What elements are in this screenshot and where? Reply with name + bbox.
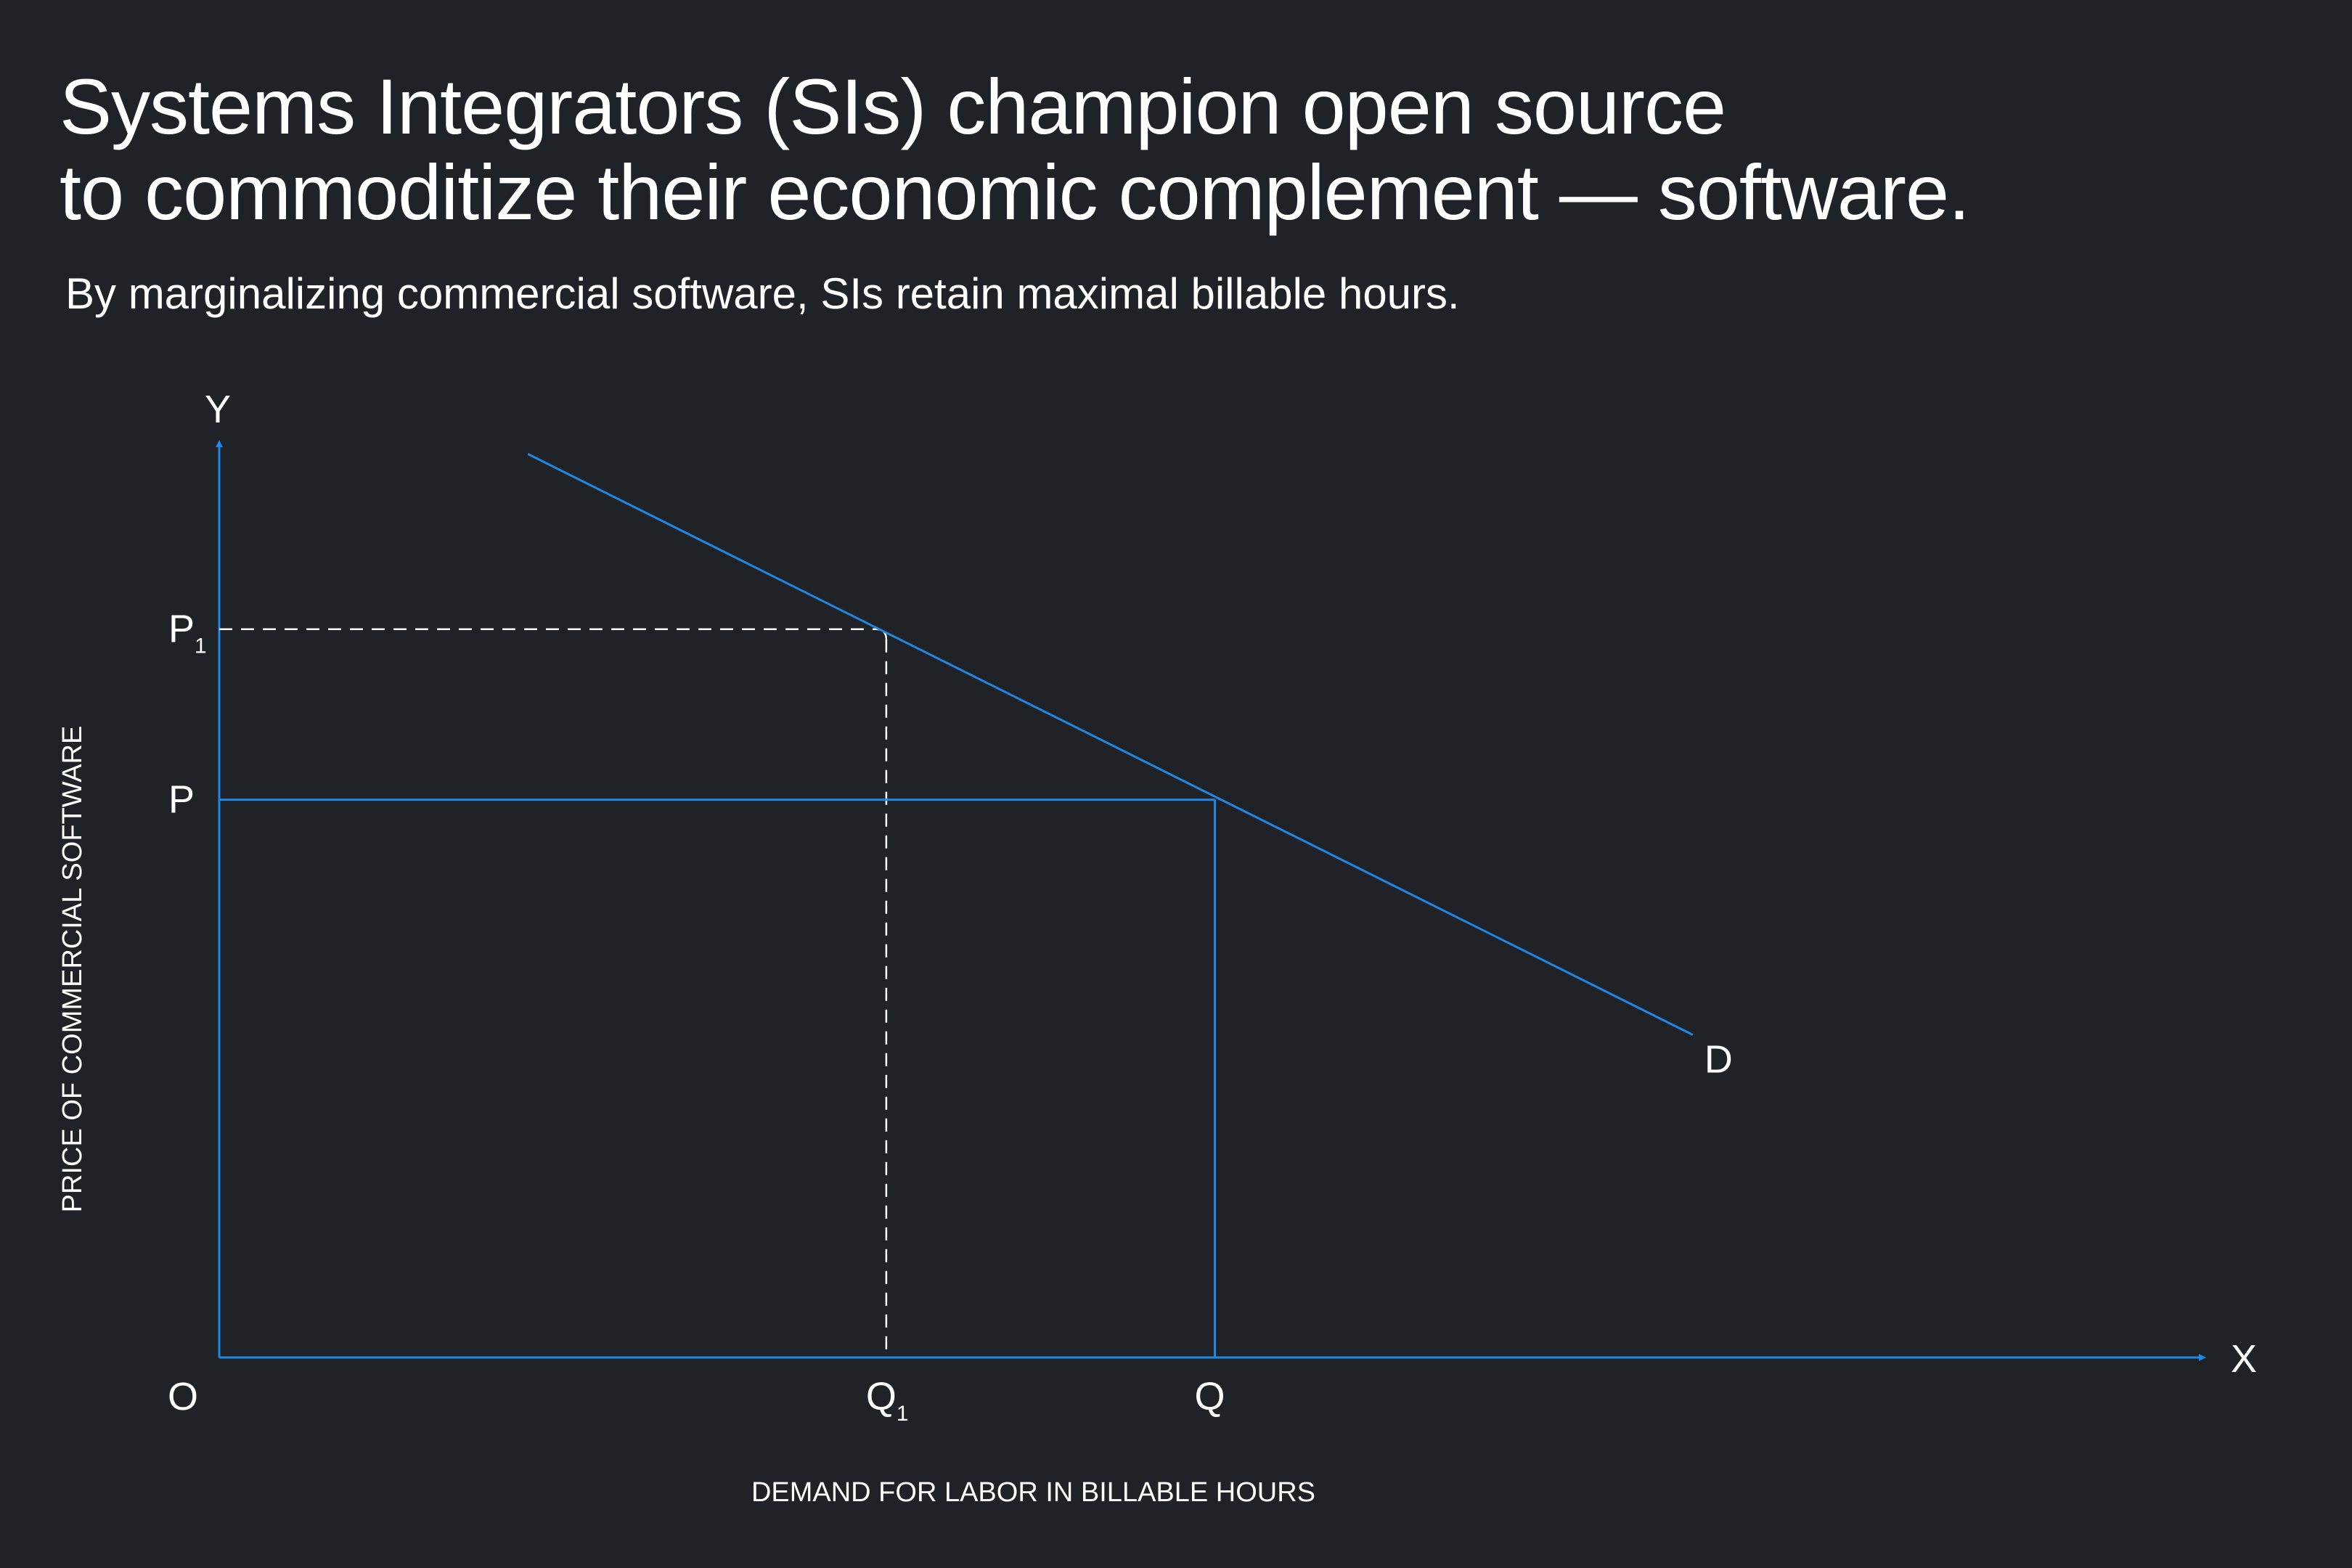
axes	[216, 440, 2206, 1361]
series	[527, 453, 1694, 1036]
title-line-1: Systems Integrators (SIs) champion open …	[60, 62, 1726, 150]
x-tick-label-2: Q	[1195, 1375, 1225, 1418]
x-tick-label-1: Q1	[866, 1375, 909, 1426]
chart-subtitle: By marginalizing commercial software, SI…	[65, 269, 1460, 318]
origin-label: O	[168, 1375, 198, 1418]
y-axis-label: PRICE OF COMMERCIAL SOFTWARE	[57, 726, 88, 1213]
y-tick-label-2: P	[168, 778, 195, 822]
y-tick-label-1: P1	[168, 608, 207, 658]
y-axis-name: Y	[205, 388, 231, 431]
demand-curve-1	[527, 453, 1694, 1036]
chart-title: Systems Integrators (SIs) champion open …	[60, 64, 2310, 235]
guide-lines	[219, 628, 1216, 1357]
labels: Y X O DEMAND FOR LABOR IN BILLABLE HOURS PRI…	[57, 388, 2257, 1508]
x-axis-name: X	[2231, 1337, 2257, 1381]
title-line-2: to commoditize their economic complement…	[60, 148, 1970, 236]
x-axis-label: DEMAND FOR LABOR IN BILLABLE HOURS	[751, 1477, 1315, 1508]
series-label-1: D	[1704, 1038, 1733, 1082]
